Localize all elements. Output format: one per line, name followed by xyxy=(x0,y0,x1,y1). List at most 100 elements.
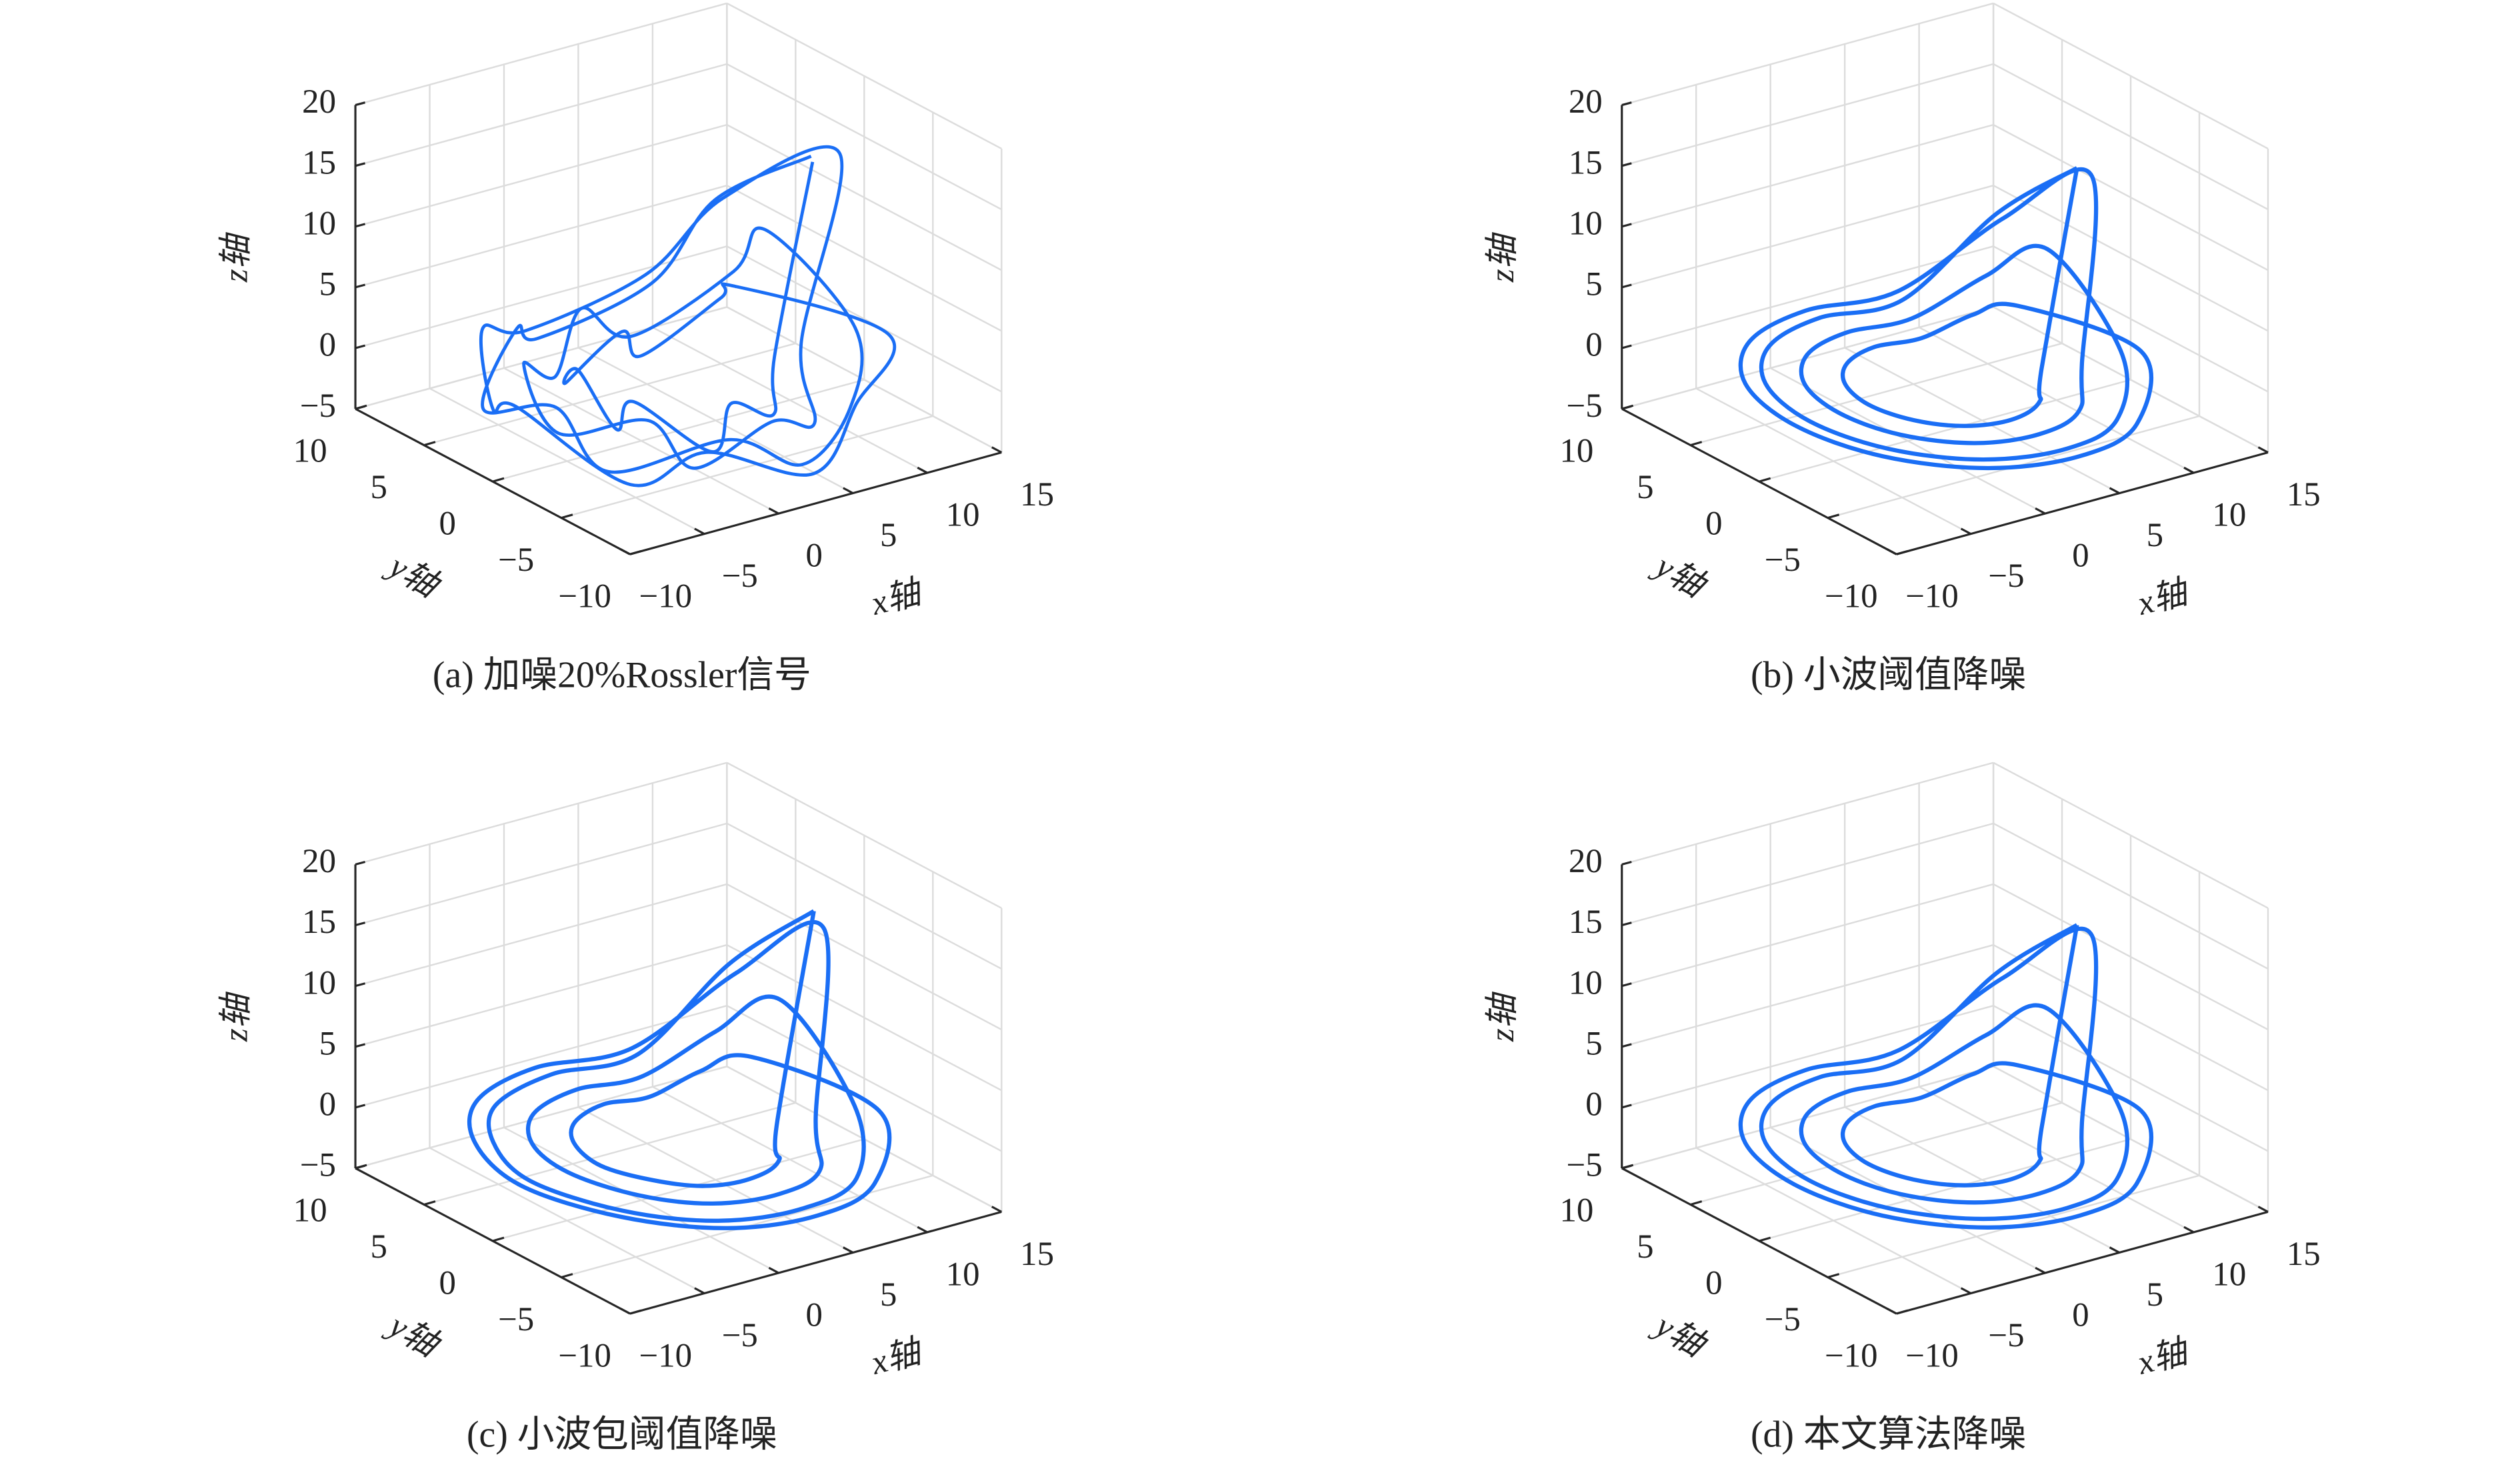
x-tick-label: 5 xyxy=(880,1276,897,1314)
x-tick-label: −5 xyxy=(722,557,758,595)
grid-line xyxy=(1621,822,1994,926)
x-tick-label: −10 xyxy=(1905,578,1959,615)
y-tick-label: 0 xyxy=(1705,505,1722,543)
tick-mark xyxy=(355,283,366,289)
caption: (d) 本文算法降噪 xyxy=(1751,1414,2026,1455)
z-tick-label: 10 xyxy=(302,205,336,242)
grid-line xyxy=(726,944,1002,1092)
z-tick-label: 5 xyxy=(1585,266,1602,303)
tick-mark xyxy=(1960,1287,1971,1294)
tick-mark xyxy=(843,1246,854,1254)
grid-line xyxy=(355,944,727,1048)
y-tick-label: −10 xyxy=(1825,1338,1878,1375)
z-tick-label: −5 xyxy=(1567,1147,1603,1184)
x-tick-label: −10 xyxy=(1905,1338,1959,1375)
caption: (a) 加噪20%Rossler信号 xyxy=(433,655,811,696)
z-tick-label: 15 xyxy=(302,144,336,181)
grid-line xyxy=(726,124,1002,271)
tick-mark xyxy=(629,1309,642,1315)
z-tick-label: 20 xyxy=(1569,83,1603,121)
x-axis xyxy=(629,1210,1002,1315)
z-tick-label: 10 xyxy=(302,964,336,1002)
grid-line xyxy=(1993,944,2269,1092)
x-tick-label: 10 xyxy=(946,1256,980,1293)
tick-mark xyxy=(629,549,642,555)
y-axis-label: y轴 xyxy=(380,1306,447,1366)
grid-line xyxy=(1621,762,1994,866)
x-tick-label: 15 xyxy=(2287,1236,2321,1273)
tick-mark xyxy=(355,223,366,228)
grid-line xyxy=(726,883,1002,1031)
y-tick-label: −5 xyxy=(498,541,534,579)
tick-mark xyxy=(2035,1266,2046,1274)
x-axis xyxy=(629,451,1002,555)
grid-line xyxy=(1621,883,1994,987)
tick-mark xyxy=(355,404,367,410)
tick-mark xyxy=(423,1200,436,1206)
tick-mark xyxy=(2183,466,2195,474)
grid-line xyxy=(1759,379,2131,483)
z-axis-label: z轴 xyxy=(1484,991,1521,1042)
subplot: −5 0 5 10 15 20 −10 −5 0 5 10 −10 −5 0 5 10 15 z轴 y轴 x轴 (c) … xyxy=(217,762,1054,1455)
grid-line xyxy=(1993,1005,2269,1152)
tick-mark xyxy=(2109,487,2120,494)
grid-line xyxy=(1621,2,1994,106)
z-tick-label: 20 xyxy=(302,83,336,121)
tick-mark xyxy=(1886,1307,1897,1315)
grid-line xyxy=(726,63,1002,211)
z-tick-label: 15 xyxy=(1569,144,1603,181)
tick-mark xyxy=(2035,507,2046,515)
tick-mark xyxy=(2109,1246,2120,1254)
subplot: −5 0 5 10 15 20 −10 −5 0 5 10 −10 −5 0 5 10 15 z轴 y轴 x轴 (b) … xyxy=(1484,2,2321,696)
tick-mark xyxy=(694,1287,705,1294)
subplot: −5 0 5 10 15 20 −10 −5 0 5 10 −10 −5 0 5 10 15 z轴 y轴 x轴 (d) … xyxy=(1484,762,2321,1455)
tick-mark xyxy=(1621,1104,1632,1109)
y-tick-label: 0 xyxy=(1705,1265,1722,1302)
grid-line xyxy=(355,1005,727,1109)
y-tick-label: −5 xyxy=(1765,1301,1801,1338)
tick-mark xyxy=(694,527,705,535)
x-axis-label: x轴 xyxy=(2133,573,2194,623)
z-tick-label: 20 xyxy=(1569,843,1603,880)
tick-mark xyxy=(1827,1273,1840,1279)
caption: (c) 小波包阈值降噪 xyxy=(467,1414,777,1455)
grid-line xyxy=(1993,63,2269,211)
grid-line xyxy=(355,2,727,106)
x-tick-label: 10 xyxy=(2212,1256,2246,1293)
grid-line xyxy=(1993,883,2269,1031)
tick-mark xyxy=(355,101,366,107)
tick-mark xyxy=(1621,982,1632,988)
x-axis xyxy=(1896,451,2269,555)
tick-mark xyxy=(492,477,505,483)
grid-line xyxy=(355,762,727,866)
z-axis-label: z轴 xyxy=(1484,231,1521,283)
y-tick-label: −10 xyxy=(1825,578,1878,615)
x-tick-label: −5 xyxy=(1988,1317,2024,1354)
grid-line xyxy=(355,63,727,167)
tick-mark xyxy=(1621,344,1632,349)
x-tick-label: 15 xyxy=(2287,476,2321,513)
tick-mark xyxy=(355,344,366,349)
x-tick-label: −5 xyxy=(722,1317,758,1354)
z-tick-label: 0 xyxy=(1585,327,1602,364)
grid-line xyxy=(355,1066,727,1170)
x-tick-label: 0 xyxy=(2072,537,2089,575)
x-tick-label: −10 xyxy=(639,578,693,615)
grid-line xyxy=(726,2,1002,150)
tick-mark xyxy=(843,487,854,494)
tick-mark xyxy=(917,1226,928,1234)
grid-line xyxy=(1993,245,2269,393)
y-axis-label: y轴 xyxy=(380,546,447,606)
y-tick-label: 5 xyxy=(1637,469,1653,506)
grid-line xyxy=(726,1005,1002,1152)
tick-mark xyxy=(355,922,366,927)
tick-mark xyxy=(492,1236,505,1242)
trajectory xyxy=(1738,166,2153,471)
tick-mark xyxy=(768,1266,779,1274)
grid-line xyxy=(1621,123,1994,227)
grid-line xyxy=(355,822,727,926)
x-tick-label: 10 xyxy=(2212,497,2246,534)
tick-mark xyxy=(1621,1043,1632,1048)
grid-line xyxy=(1621,245,1994,349)
grid-line xyxy=(355,123,727,227)
